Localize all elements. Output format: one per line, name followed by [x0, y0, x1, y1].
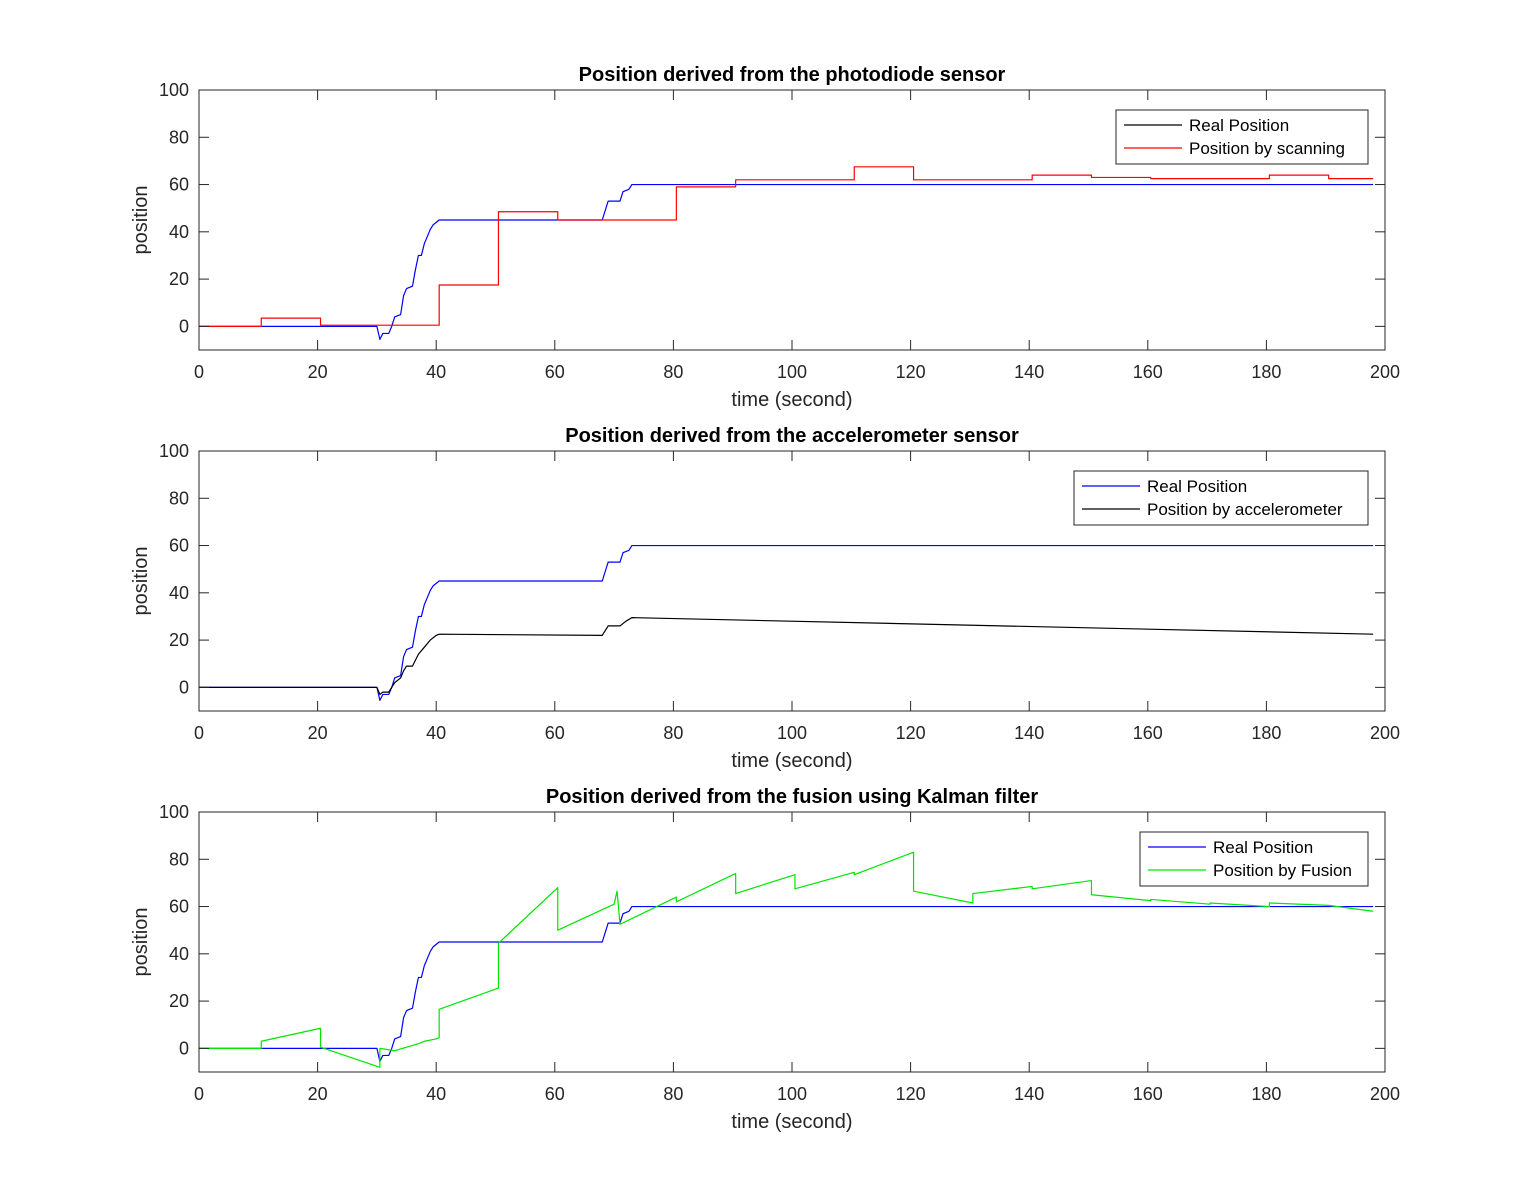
x-tick-label: 140	[1014, 1084, 1044, 1104]
x-tick-label: 60	[545, 362, 565, 382]
x-tick-label: 120	[896, 723, 926, 743]
x-tick-label: 40	[426, 723, 446, 743]
x-tick-label: 180	[1251, 723, 1281, 743]
x-tick-label: 200	[1370, 1084, 1400, 1104]
y-tick-label: 60	[169, 536, 189, 556]
x-tick-label: 100	[777, 1084, 807, 1104]
x-tick-label: 180	[1251, 1084, 1281, 1104]
legend-entry-1: Real Position	[1147, 477, 1247, 496]
x-tick-label: 200	[1370, 723, 1400, 743]
x-axis-label: time (second)	[731, 389, 852, 411]
x-tick-label: 80	[663, 1084, 683, 1104]
y-tick-label: 100	[159, 802, 189, 822]
legend: Real Position Position by accelerometer	[1073, 470, 1369, 526]
x-tick-label: 180	[1251, 362, 1281, 382]
y-tick-label: 20	[169, 630, 189, 650]
x-tick-label: 40	[426, 1084, 446, 1104]
y-tick-label: 20	[169, 991, 189, 1011]
y-tick-label: 40	[169, 222, 189, 242]
chart-panel-3: 0 20 40 60 80 100 120 140 160 180 200 0 20 40 60 80 100 P…	[130, 786, 1400, 1133]
y-axis-label: position	[130, 547, 152, 616]
x-axis-label: time (second)	[731, 750, 852, 772]
y-tick-label: 100	[159, 80, 189, 100]
y-tick-label: 60	[169, 897, 189, 917]
legend-entry-2: Position by scanning	[1189, 139, 1345, 158]
x-tick-label: 60	[545, 1084, 565, 1104]
x-tick-label: 120	[896, 1084, 926, 1104]
y-tick-label: 40	[169, 944, 189, 964]
legend-entry-1: Real Position	[1189, 116, 1289, 135]
legend-entry-2: Position by Fusion	[1213, 861, 1352, 880]
series-line-1	[199, 544, 1374, 701]
legend-box	[1115, 109, 1369, 165]
x-tick-label: 200	[1370, 362, 1400, 382]
y-axis-label: position	[130, 186, 152, 255]
chart-panel-2: 0 20 40 60 80 100 120 140 160 180 200 0 20 40 60 80 100 P…	[130, 425, 1400, 772]
x-tick-label: 80	[663, 723, 683, 743]
chart-panel-1: 0 20 40 60 80 100 120 140 160 180 200 0 20 40 60 80 100 P…	[130, 64, 1400, 411]
legend: Real Position Position by scanning	[1115, 109, 1369, 165]
y-tick-label: 0	[179, 677, 189, 697]
y-tick-label: 100	[159, 441, 189, 461]
y-tick-label: 80	[169, 127, 189, 147]
x-tick-label: 0	[194, 723, 204, 743]
y-axis-label: position	[130, 908, 152, 977]
x-tick-label: 160	[1133, 362, 1163, 382]
x-tick-label: 40	[426, 362, 446, 382]
series-line-1	[199, 905, 1374, 1062]
x-tick-label: 0	[194, 362, 204, 382]
x-tick-label: 160	[1133, 1084, 1163, 1104]
legend-box	[1073, 470, 1369, 526]
chart-title: Position derived from the accelerometer …	[565, 425, 1019, 447]
x-tick-label: 160	[1133, 723, 1163, 743]
chart-title: Position derived from the photodiode sen…	[579, 64, 1006, 86]
y-tick-label: 60	[169, 175, 189, 195]
legend: Real Position Position by Fusion	[1139, 831, 1369, 887]
x-tick-label: 140	[1014, 723, 1044, 743]
series-line-2	[199, 851, 1374, 1068]
legend-box	[1139, 831, 1369, 887]
series-line-1	[199, 183, 1374, 340]
x-tick-label: 100	[777, 723, 807, 743]
y-tick-label: 20	[169, 269, 189, 289]
x-tick-label: 0	[194, 1084, 204, 1104]
x-tick-label: 20	[308, 362, 328, 382]
y-tick-label: 0	[179, 316, 189, 336]
series-line-2	[199, 166, 1374, 327]
x-axis-label: time (second)	[731, 1111, 852, 1133]
y-tick-label: 80	[169, 849, 189, 869]
x-tick-label: 100	[777, 362, 807, 382]
x-tick-label: 20	[308, 1084, 328, 1104]
x-tick-label: 120	[896, 362, 926, 382]
x-tick-label: 140	[1014, 362, 1044, 382]
chart-title: Position derived from the fusion using K…	[546, 786, 1038, 808]
x-tick-label: 20	[308, 723, 328, 743]
legend-entry-1: Real Position	[1213, 838, 1313, 857]
y-tick-label: 0	[179, 1038, 189, 1058]
x-tick-label: 80	[663, 362, 683, 382]
x-tick-label: 60	[545, 723, 565, 743]
legend-entry-2: Position by accelerometer	[1147, 500, 1343, 519]
series-line-2	[199, 617, 1374, 696]
y-tick-label: 80	[169, 488, 189, 508]
y-tick-label: 40	[169, 583, 189, 603]
